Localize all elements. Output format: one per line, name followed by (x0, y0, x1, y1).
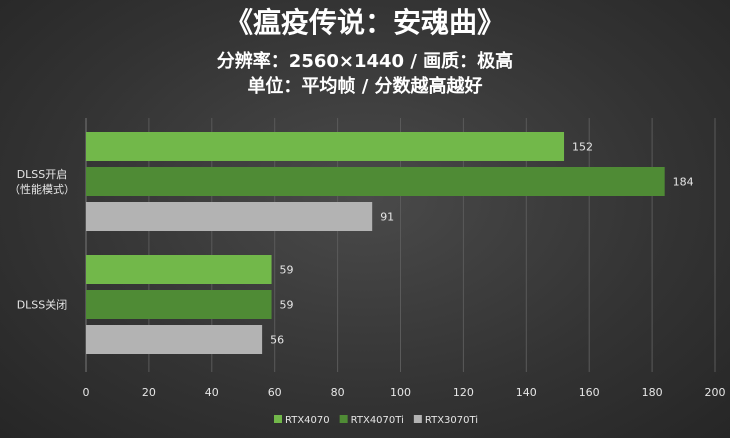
x-tick-label: 200 (705, 386, 726, 399)
chart-note: 单位：平均帧 / 分数越高越好 (247, 75, 482, 97)
x-tick-label: 80 (331, 386, 345, 399)
y-tick-label: DLSS开启 （性能模式） (9, 167, 75, 196)
value-label: 56 (270, 334, 284, 347)
legend-label: RTX4070 (285, 415, 330, 426)
value-label: 184 (673, 176, 694, 189)
legend-label: RTX4070Ti (351, 415, 404, 426)
x-tick-label: 20 (142, 386, 156, 399)
x-tick-label: 180 (642, 386, 663, 399)
bar (86, 202, 373, 231)
legend-label: RTX3070Ti (425, 415, 478, 426)
y-tick-label: DLSS关闭 (16, 298, 68, 311)
x-tick-label: 60 (268, 386, 282, 399)
chart-title: 《瘟疫传说：安魂曲》 (225, 6, 505, 39)
x-tick-label: 40 (205, 386, 219, 399)
value-label: 91 (380, 211, 394, 224)
bar (86, 167, 665, 196)
x-tick-label: 0 (83, 386, 90, 399)
x-tick-label: 100 (390, 386, 411, 399)
x-tick-label: 120 (453, 386, 474, 399)
legend-swatch (339, 415, 348, 423)
bar (86, 290, 272, 319)
x-tick-label: 140 (516, 386, 537, 399)
bar (86, 325, 263, 354)
value-label: 59 (280, 299, 294, 312)
value-label: 152 (572, 141, 593, 154)
legend-swatch (274, 415, 282, 423)
bar (86, 132, 565, 161)
chart-subtitle: 分辨率：2560×1440 / 画质：极高 (217, 50, 513, 72)
value-label: 59 (280, 264, 294, 277)
bar (86, 255, 272, 284)
x-tick-label: 160 (579, 386, 600, 399)
legend-swatch (413, 415, 422, 423)
